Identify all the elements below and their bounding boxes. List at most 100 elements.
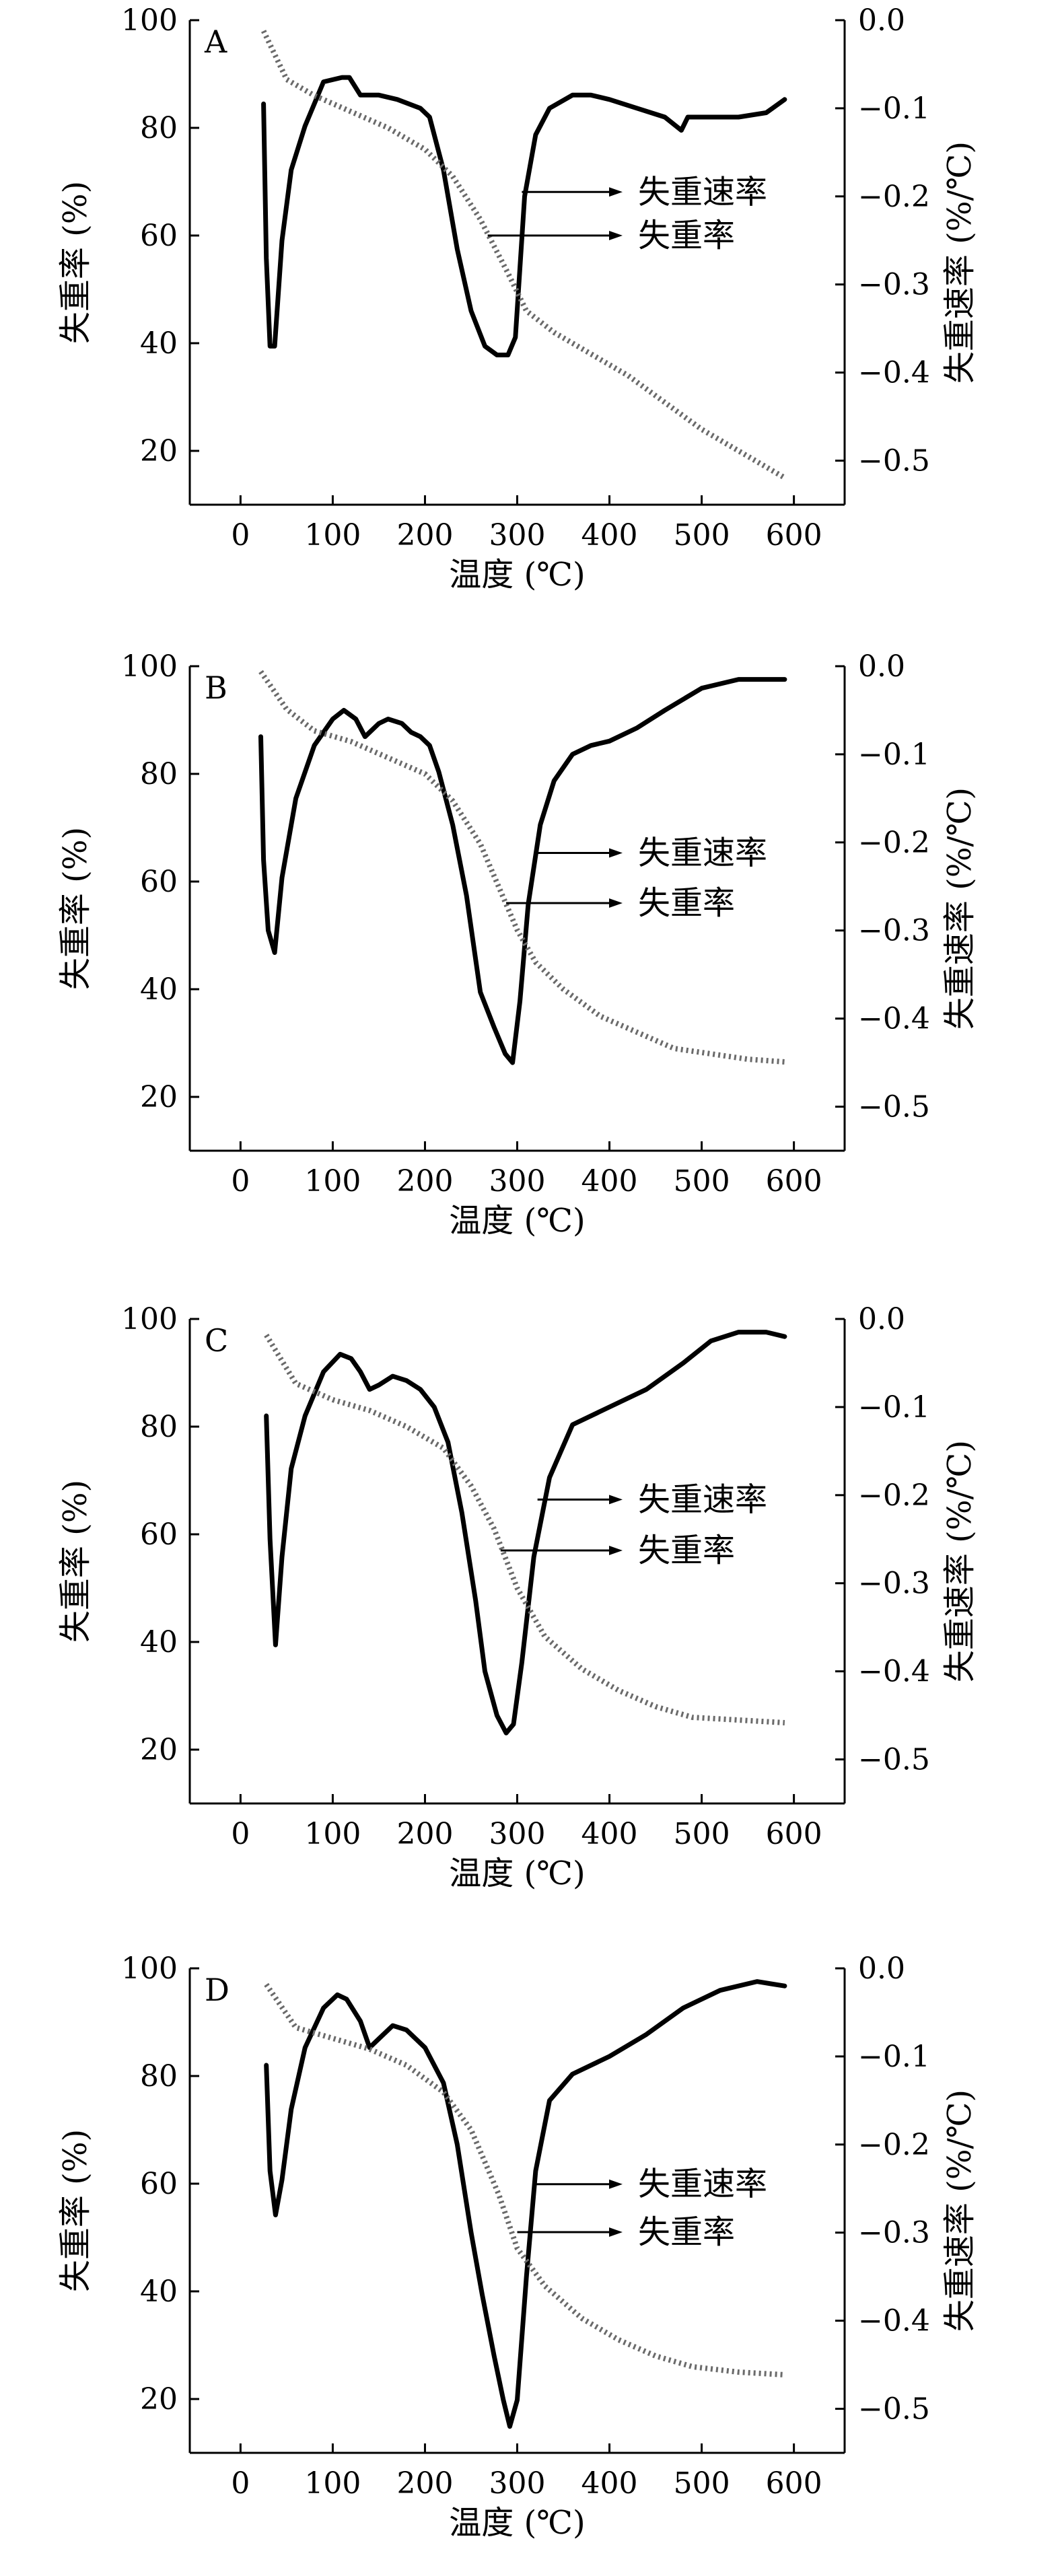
x-tick-label: 500 xyxy=(674,2466,730,2501)
x-tick-label: 200 xyxy=(396,1817,453,1851)
annotation-arrow xyxy=(609,187,623,197)
x-tick-label: 200 xyxy=(396,518,453,552)
annotation-rate-label: 失重速率 xyxy=(638,1480,767,1518)
annotation-arrow xyxy=(609,848,623,858)
left-y-tick-label: 100 xyxy=(121,1952,178,1986)
annotation-loss-label: 失重率 xyxy=(638,884,735,922)
right-axis-title: 失重速率 (%/℃) xyxy=(941,2089,979,2332)
panel-letter: C xyxy=(205,1322,228,1359)
x-tick-label: 400 xyxy=(581,2466,638,2501)
right-y-tick-label: −0.3 xyxy=(858,2216,930,2250)
x-tick-label: 0 xyxy=(231,518,250,552)
x-tick-label: 0 xyxy=(231,1164,250,1198)
right-y-tick-label: −0.2 xyxy=(858,180,930,214)
left-axis-title: 失重率 (%) xyxy=(57,1480,94,1643)
left-y-tick-label: 20 xyxy=(140,1080,178,1114)
x-tick-label: 600 xyxy=(766,1164,822,1198)
x-tick-label: 400 xyxy=(581,1817,638,1851)
right-y-tick-label: −0.3 xyxy=(858,914,930,948)
left-y-tick-label: 80 xyxy=(140,1410,178,1444)
x-tick-label: 500 xyxy=(674,1164,730,1198)
left-y-tick-label: 60 xyxy=(140,219,178,253)
right-y-tick-label: 0.0 xyxy=(858,1302,905,1336)
weight-loss-series xyxy=(264,1333,785,1725)
x-tick-label: 300 xyxy=(489,1817,546,1851)
annotation-arrow xyxy=(609,1546,623,1555)
x-tick-label: 0 xyxy=(231,1817,250,1851)
annotation-loss-label: 失重率 xyxy=(638,2213,735,2251)
left-y-tick-label: 80 xyxy=(140,757,178,791)
x-tick-label: 300 xyxy=(489,518,546,552)
left-axis-title: 失重率 (%) xyxy=(57,181,94,344)
right-y-tick-label: −0.5 xyxy=(858,2392,930,2427)
right-y-tick-label: −0.5 xyxy=(858,1743,930,1777)
left-y-tick-label: 60 xyxy=(140,865,178,899)
right-axis-title: 失重速率 (%/℃) xyxy=(941,1440,979,1682)
x-tick-label: 600 xyxy=(766,1817,822,1851)
x-tick-label: 500 xyxy=(674,518,730,552)
x-axis-title: 温度 (℃) xyxy=(449,2504,585,2542)
panel-letter: D xyxy=(205,1972,229,2008)
left-y-tick-label: 60 xyxy=(140,1517,178,1552)
right-y-tick-label: −0.4 xyxy=(858,1655,930,1689)
left-y-tick-label: 100 xyxy=(121,1302,178,1336)
x-tick-label: 400 xyxy=(581,1164,638,1198)
left-y-tick-label: 20 xyxy=(140,434,178,468)
x-tick-label: 600 xyxy=(766,518,822,552)
x-tick-label: 600 xyxy=(766,2466,822,2501)
x-tick-label: 200 xyxy=(396,2466,453,2501)
left-y-tick-label: 40 xyxy=(140,972,178,1007)
annotation-rate-label: 失重速率 xyxy=(638,2166,767,2203)
x-axis-title: 温度 (℃) xyxy=(449,1855,585,1892)
right-axis-title: 失重速率 (%/℃) xyxy=(941,787,979,1030)
chart-panel-d: 0 100 200 300 400 500 600 20 40 60 80 100 0.0 −0.1 −0.… xyxy=(57,1952,979,2542)
x-tick-label: 400 xyxy=(581,518,638,552)
left-y-tick-label: 20 xyxy=(140,1733,178,1767)
left-y-tick-label: 40 xyxy=(140,326,178,361)
right-y-tick-label: 0.0 xyxy=(858,649,905,684)
left-axis-title: 失重率 (%) xyxy=(57,2129,94,2292)
chart-panel-c: 0 100 200 300 400 500 600 20 40 60 80 100 0.0 −0.1 −0.… xyxy=(57,1302,979,1892)
annotation-arrow xyxy=(609,1495,623,1505)
left-y-tick-label: 100 xyxy=(121,3,178,38)
right-y-tick-label: −0.1 xyxy=(858,738,930,772)
left-y-tick-label: 40 xyxy=(140,2275,178,2309)
left-y-tick-label: 80 xyxy=(140,111,178,145)
annotation-rate-label: 失重速率 xyxy=(638,834,767,872)
left-y-tick-label: 20 xyxy=(140,2382,178,2417)
x-tick-label: 300 xyxy=(489,2466,546,2501)
weight-loss-series xyxy=(264,1982,785,2377)
annotation-arrow xyxy=(609,898,623,908)
right-y-tick-label: −0.1 xyxy=(858,1390,930,1425)
left-y-tick-label: 80 xyxy=(140,2059,178,2094)
weight-loss-rate-series xyxy=(264,1979,787,2429)
x-tick-label: 100 xyxy=(304,2466,361,2501)
right-y-tick-label: −0.1 xyxy=(858,92,930,126)
left-y-tick-label: 40 xyxy=(140,1625,178,1659)
right-y-tick-label: −0.2 xyxy=(858,1478,930,1513)
weight-loss-series xyxy=(260,30,786,480)
x-tick-label: 100 xyxy=(304,518,361,552)
right-y-tick-label: −0.2 xyxy=(858,826,930,860)
right-y-tick-label: −0.4 xyxy=(858,356,930,390)
right-y-tick-label: 0.0 xyxy=(858,3,905,38)
right-y-tick-label: −0.3 xyxy=(858,1567,930,1601)
annotation-arrow xyxy=(609,2179,623,2189)
right-y-tick-label: −0.5 xyxy=(858,444,930,478)
right-y-tick-label: −0.3 xyxy=(858,268,930,302)
panel-letter: A xyxy=(204,24,227,60)
chart-panel-a: 0 100 200 300 400 500 600 20 40 60 80 100 0.0 −0.1 −0.… xyxy=(57,3,979,594)
x-axis-title: 温度 (℃) xyxy=(449,556,585,594)
right-axis-title: 失重速率 (%/℃) xyxy=(941,141,979,384)
x-axis-title: 温度 (℃) xyxy=(449,1202,585,1240)
right-y-tick-label: −0.2 xyxy=(858,2128,930,2162)
right-y-tick-label: −0.4 xyxy=(858,1002,930,1036)
annotation-arrow xyxy=(609,2227,623,2237)
annotation-arrow xyxy=(609,231,623,240)
x-tick-label: 500 xyxy=(674,1817,730,1851)
x-tick-label: 0 xyxy=(231,2466,250,2501)
right-y-tick-label: 0.0 xyxy=(858,1952,905,1986)
right-y-tick-label: −0.5 xyxy=(858,1090,930,1124)
x-tick-label: 100 xyxy=(304,1164,361,1198)
